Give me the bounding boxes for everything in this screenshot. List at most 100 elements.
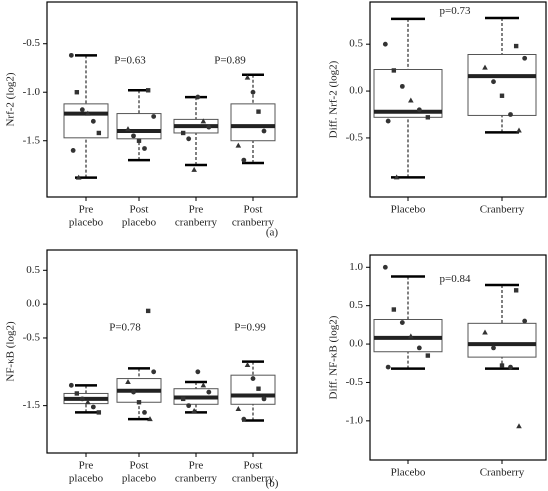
x-tick-label: Cranberry bbox=[480, 467, 525, 479]
data-point bbox=[147, 416, 153, 422]
data-point bbox=[191, 408, 197, 414]
data-point bbox=[136, 400, 142, 405]
data-point bbox=[250, 89, 256, 95]
data-point bbox=[491, 79, 496, 85]
data-point bbox=[96, 410, 102, 415]
box bbox=[230, 103, 276, 142]
data-point bbox=[85, 399, 91, 405]
y-tick-label: 0.5 bbox=[26, 264, 40, 276]
data-point bbox=[416, 345, 422, 351]
data-point bbox=[513, 288, 519, 293]
data-point bbox=[74, 90, 80, 95]
y-tick-label: 0.5 bbox=[349, 299, 363, 311]
data-point bbox=[125, 378, 131, 384]
data-point bbox=[482, 64, 488, 70]
x-tick-label: placebo bbox=[69, 473, 104, 485]
data-point bbox=[244, 74, 251, 80]
x-tick-label: cranberry bbox=[175, 473, 218, 485]
data-point bbox=[399, 320, 405, 325]
data-point bbox=[261, 128, 267, 134]
data-point bbox=[508, 112, 513, 117]
data-point bbox=[186, 136, 192, 142]
y-tick-label: -0.5 bbox=[346, 376, 364, 388]
data-point bbox=[399, 83, 405, 89]
caption: (b) bbox=[266, 478, 279, 490]
data-point bbox=[250, 376, 256, 381]
y-tick-label: -1.0 bbox=[23, 86, 41, 98]
y-tick-label: -0.5 bbox=[23, 37, 41, 49]
y-tick-label: -1.0 bbox=[346, 414, 364, 426]
box bbox=[373, 69, 443, 118]
data-point bbox=[256, 386, 261, 391]
data-point bbox=[508, 364, 513, 370]
data-point bbox=[499, 363, 505, 368]
data-point bbox=[145, 88, 151, 93]
y-tick-label: 0.5 bbox=[349, 38, 363, 50]
data-point bbox=[151, 369, 157, 375]
box bbox=[467, 322, 537, 358]
data-point bbox=[200, 382, 207, 388]
data-point bbox=[206, 389, 212, 395]
y-tick-label: 1.0 bbox=[349, 261, 363, 273]
data-point bbox=[200, 118, 207, 124]
data-point bbox=[425, 115, 431, 120]
data-point bbox=[85, 110, 91, 116]
y-tick-label: 0.0 bbox=[26, 298, 40, 310]
data-point bbox=[151, 114, 157, 119]
annotation: P=0.63 bbox=[114, 55, 146, 67]
plot-frame bbox=[369, 1, 547, 198]
x-tick-label: Post bbox=[130, 460, 149, 472]
y-axis-label: Diff. Nrf-2 (log2) bbox=[328, 60, 340, 138]
data-point bbox=[382, 264, 388, 270]
data-point bbox=[513, 43, 519, 49]
y-axis-label: NF-κB (log2) bbox=[5, 321, 17, 382]
data-point bbox=[385, 364, 391, 370]
data-point bbox=[142, 146, 147, 151]
y-tick-label: 0.0 bbox=[349, 338, 363, 350]
x-tick-label: placebo bbox=[69, 217, 104, 229]
data-point bbox=[68, 382, 74, 388]
data-point bbox=[385, 118, 391, 124]
data-point bbox=[145, 308, 151, 314]
data-point bbox=[70, 148, 76, 153]
data-point bbox=[416, 107, 422, 113]
data-point bbox=[125, 126, 131, 132]
data-point bbox=[131, 133, 136, 139]
annotation: P=0.99 bbox=[234, 321, 266, 333]
data-point bbox=[391, 307, 397, 312]
x-tick-label: Pre bbox=[189, 204, 204, 216]
data-point bbox=[79, 107, 85, 113]
x-tick-label: Placebo bbox=[391, 204, 426, 216]
y-tick-label: -1.5 bbox=[23, 134, 41, 146]
data-point bbox=[256, 109, 261, 114]
plot-frame bbox=[46, 1, 298, 198]
box bbox=[467, 54, 537, 116]
data-point bbox=[522, 55, 528, 61]
data-point bbox=[90, 118, 96, 124]
x-tick-label: Post bbox=[244, 204, 263, 216]
x-tick-label: Pre bbox=[79, 460, 94, 472]
x-tick-label: Placebo bbox=[391, 467, 426, 479]
x-tick-label: Cranberry bbox=[480, 204, 525, 216]
data-point bbox=[235, 142, 242, 148]
x-tick-label: cranberry bbox=[232, 217, 275, 229]
y-tick-label: -0.5 bbox=[23, 331, 41, 343]
data-point bbox=[131, 389, 136, 395]
box bbox=[373, 318, 443, 353]
annotation: P=0.89 bbox=[214, 55, 246, 67]
x-tick-label: placebo bbox=[122, 473, 157, 485]
x-tick-label: Pre bbox=[79, 204, 94, 216]
data-point bbox=[142, 410, 147, 415]
x-tick-label: Post bbox=[244, 460, 263, 472]
data-point bbox=[186, 403, 192, 409]
y-tick-label: -1.5 bbox=[23, 399, 41, 411]
data-point bbox=[491, 345, 496, 351]
data-point bbox=[522, 318, 528, 324]
data-point bbox=[180, 396, 186, 402]
data-point bbox=[499, 93, 505, 98]
y-tick-label: 0.0 bbox=[349, 85, 363, 97]
annotation: p=0.84 bbox=[440, 273, 471, 285]
plot-frame bbox=[369, 254, 547, 461]
data-point bbox=[75, 174, 82, 180]
